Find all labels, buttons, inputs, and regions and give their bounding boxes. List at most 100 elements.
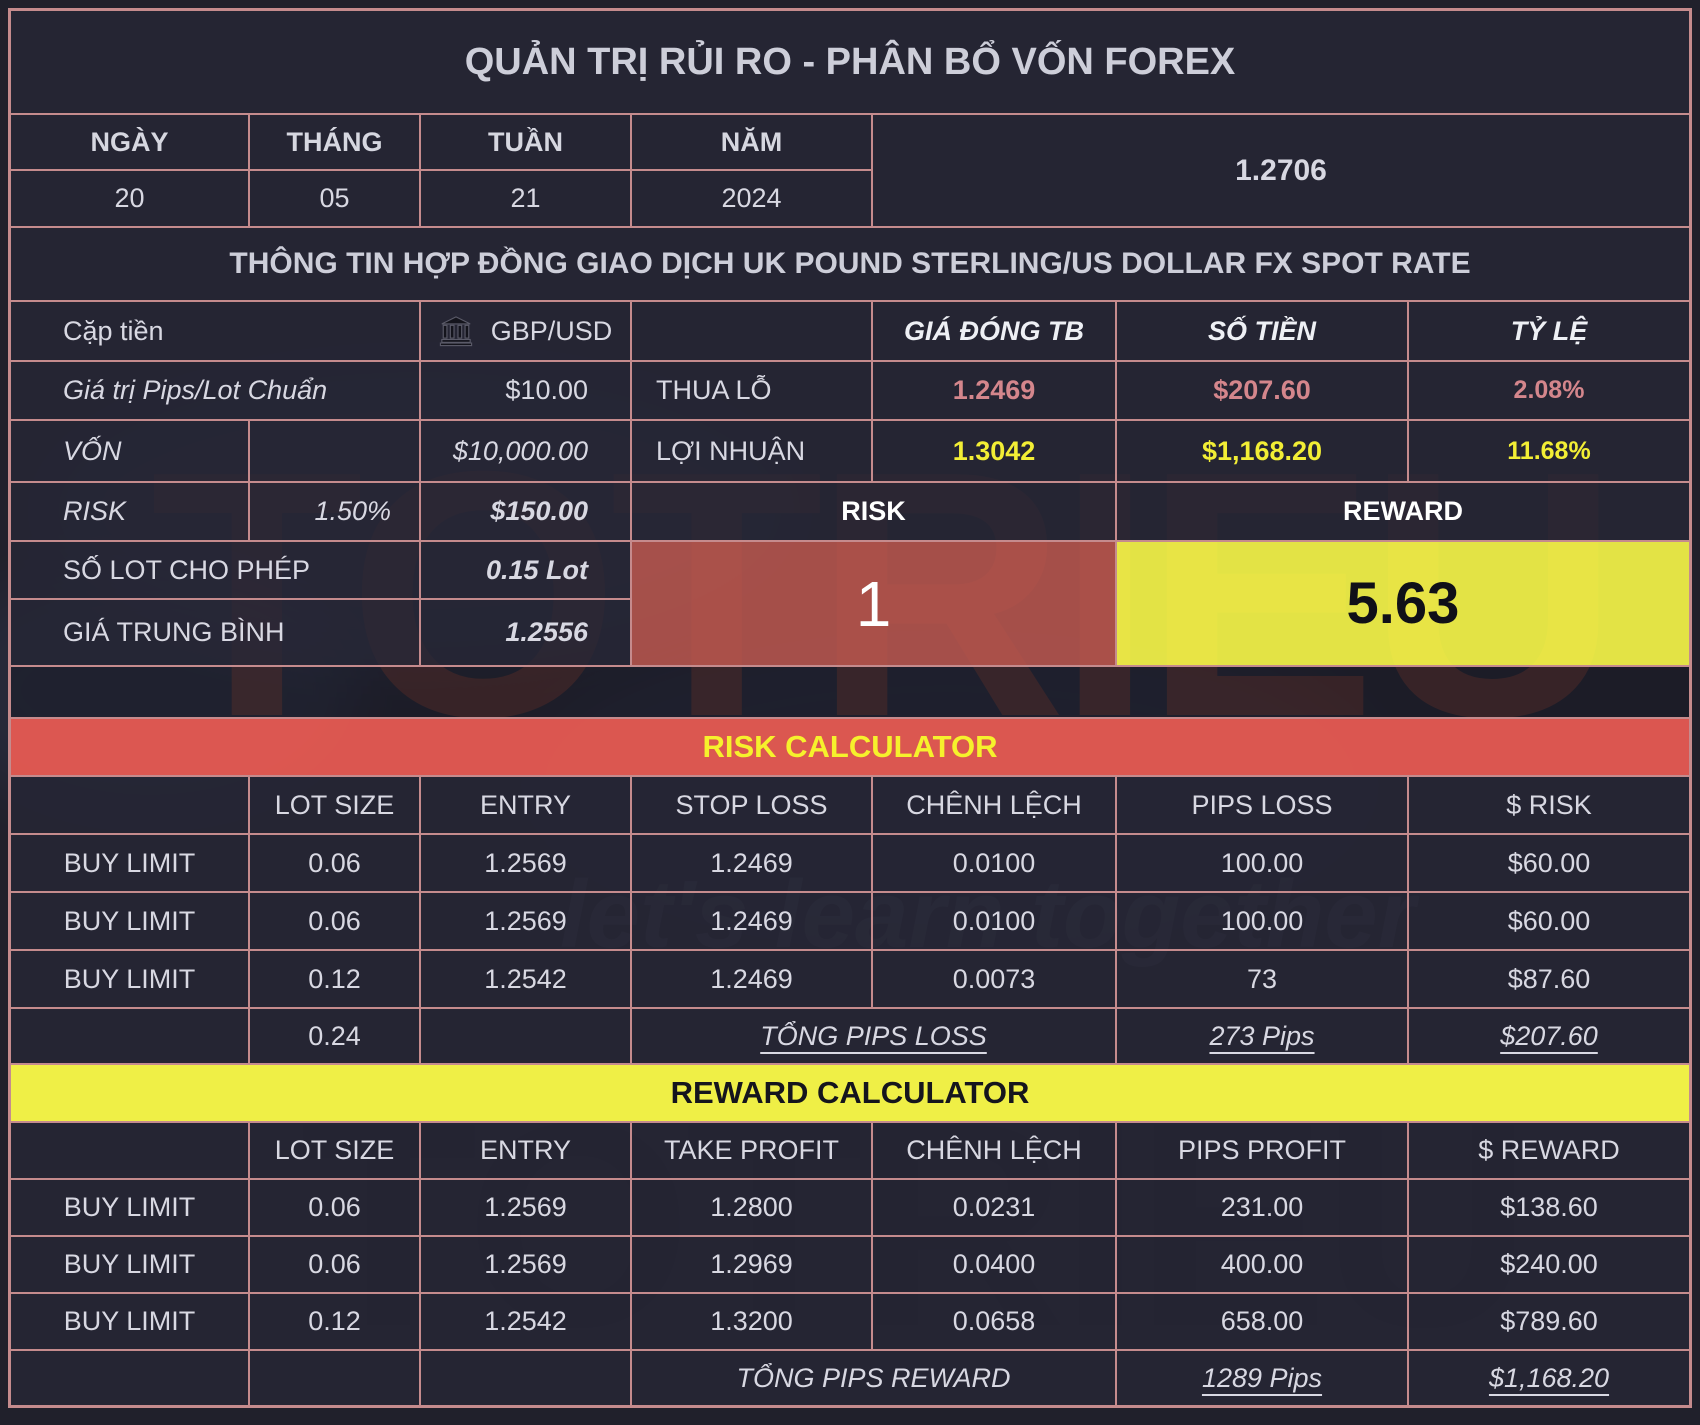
risk-row-type: BUY LIMIT — [10, 950, 249, 1008]
loss-label: THUA LỖ — [631, 361, 872, 420]
page-title: QUẢN TRỊ RỦI RO - PHÂN BỔ VỐN FOREX — [10, 10, 1690, 114]
lot-allowed-value: 0.15 Lot — [420, 541, 631, 599]
risk-header-dollar-risk: $ RISK — [1408, 776, 1690, 834]
reward-row-lot: 0.06 — [249, 1179, 420, 1236]
bank-icon — [439, 314, 473, 348]
capital-value: $10,000.00 — [420, 420, 631, 482]
profit-label: LỢI NHUẬN — [631, 420, 872, 482]
reward-row-diff: 0.0400 — [872, 1236, 1116, 1293]
header-month: THÁNG — [249, 114, 420, 170]
empty-cell — [420, 1350, 631, 1406]
capital-label: VỐN — [10, 420, 249, 482]
avg-price-value: 1.2556 — [420, 599, 631, 666]
reward-row-type: BUY LIMIT — [10, 1293, 249, 1350]
risk-row-lot: 0.12 — [249, 950, 420, 1008]
value-year: 2024 — [631, 170, 872, 227]
reward-row-diff: 0.0658 — [872, 1293, 1116, 1350]
reward-row-lot: 0.12 — [249, 1293, 420, 1350]
reward-row-diff: 0.0231 — [872, 1179, 1116, 1236]
reward-calculator-title: REWARD CALCULATOR — [10, 1064, 1690, 1122]
reward-row-entry: 1.2542 — [420, 1293, 631, 1350]
reward-row-amount: $240.00 — [1408, 1236, 1690, 1293]
header-week: TUẦN — [420, 114, 631, 170]
rr-risk-header: RISK — [631, 482, 1116, 541]
risk-header-pips-loss: PIPS LOSS — [1116, 776, 1408, 834]
risk-row-diff: 0.0073 — [872, 950, 1116, 1008]
risk-row-pips: 100.00 — [1116, 834, 1408, 892]
risk-total-lot: 0.24 — [249, 1008, 420, 1064]
rr-risk-value: 1 — [631, 541, 1116, 666]
risk-row-amount: $87.60 — [1408, 950, 1690, 1008]
avg-price-label: GIÁ TRUNG BÌNH — [10, 599, 420, 666]
reward-row-amount: $138.60 — [1408, 1179, 1690, 1236]
pair-value-cell: GBP/USD — [420, 301, 631, 361]
empty-cell — [420, 1008, 631, 1064]
empty-cell — [10, 776, 249, 834]
risk-total-pips: 273 Pips — [1116, 1008, 1408, 1064]
reward-header-pips-profit: PIPS PROFIT — [1116, 1122, 1408, 1179]
pair-label: Cặp tiền — [10, 301, 420, 361]
spacer-band — [10, 666, 1690, 718]
current-rate: 1.2706 — [872, 114, 1690, 227]
risk-header-stop-loss: STOP LOSS — [631, 776, 872, 834]
header-day: NGÀY — [10, 114, 249, 170]
reward-row-entry: 1.2569 — [420, 1179, 631, 1236]
reward-total-pips: 1289 Pips — [1116, 1350, 1408, 1406]
risk-row-pips: 73 — [1116, 950, 1408, 1008]
risk-row-lot: 0.06 — [249, 892, 420, 950]
reward-row-entry: 1.2569 — [420, 1236, 631, 1293]
loss-percent: 2.08% — [1408, 361, 1690, 420]
risk-row-type: BUY LIMIT — [10, 834, 249, 892]
risk-amount: $150.00 — [420, 482, 631, 541]
risk-row-stop: 1.2469 — [631, 892, 872, 950]
header-avg-close: GIÁ ĐÓNG TB — [872, 301, 1116, 361]
reward-row-lot: 0.06 — [249, 1236, 420, 1293]
reward-row-pips: 231.00 — [1116, 1179, 1408, 1236]
risk-header-lot-size: LOT SIZE — [249, 776, 420, 834]
reward-row-type: BUY LIMIT — [10, 1236, 249, 1293]
reward-row-pips: 400.00 — [1116, 1236, 1408, 1293]
reward-header-dollar-reward: $ REWARD — [1408, 1122, 1690, 1179]
risk-row-type: BUY LIMIT — [10, 892, 249, 950]
rr-reward-value: 5.63 — [1116, 541, 1690, 666]
risk-row-amount: $60.00 — [1408, 834, 1690, 892]
risk-total-label: TỔNG PIPS LOSS — [631, 1008, 1116, 1064]
risk-row-amount: $60.00 — [1408, 892, 1690, 950]
risk-label: RISK — [10, 482, 249, 541]
empty-cell — [10, 1008, 249, 1064]
value-week: 21 — [420, 170, 631, 227]
risk-calculator-title: RISK CALCULATOR — [10, 718, 1690, 776]
risk-row-diff: 0.0100 — [872, 892, 1116, 950]
reward-row-tp: 1.2969 — [631, 1236, 872, 1293]
reward-row-tp: 1.2800 — [631, 1179, 872, 1236]
reward-header-difference: CHÊNH LỆCH — [872, 1122, 1116, 1179]
header-amount: SỐ TIỀN — [1116, 301, 1408, 361]
risk-row-diff: 0.0100 — [872, 834, 1116, 892]
reward-header-take-profit: TAKE PROFIT — [631, 1122, 872, 1179]
empty-cell — [10, 1350, 249, 1406]
reward-row-pips: 658.00 — [1116, 1293, 1408, 1350]
header-ratio: TỶ LỆ — [1408, 301, 1690, 361]
risk-total-amount: $207.60 — [1408, 1008, 1690, 1064]
profit-percent: 11.68% — [1408, 420, 1690, 482]
pip-value-label: Giá trị Pips/Lot Chuẩn — [10, 361, 420, 420]
section-title: THÔNG TIN HỢP ĐỒNG GIAO DỊCH UK POUND ST… — [10, 227, 1690, 301]
header-year: NĂM — [631, 114, 872, 170]
empty-cell — [249, 420, 420, 482]
spreadsheet: QUẢN TRỊ RỦI RO - PHÂN BỔ VỐN FOREX NGÀY… — [8, 8, 1692, 1408]
value-month: 05 — [249, 170, 420, 227]
lot-allowed-label: SỐ LOT CHO PHÉP — [10, 541, 420, 599]
risk-row-entry: 1.2542 — [420, 950, 631, 1008]
pair-value: GBP/USD — [490, 315, 613, 346]
risk-row-lot: 0.06 — [249, 834, 420, 892]
reward-row-amount: $789.60 — [1408, 1293, 1690, 1350]
value-day: 20 — [10, 170, 249, 227]
risk-row-pips: 100.00 — [1116, 892, 1408, 950]
risk-row-entry: 1.2569 — [420, 834, 631, 892]
profit-amount: $1,168.20 — [1116, 420, 1408, 482]
reward-row-tp: 1.3200 — [631, 1293, 872, 1350]
reward-header-lot-size: LOT SIZE — [249, 1122, 420, 1179]
reward-total-amount: $1,168.20 — [1408, 1350, 1690, 1406]
pip-value: $10.00 — [420, 361, 631, 420]
empty-cell — [249, 1350, 420, 1406]
